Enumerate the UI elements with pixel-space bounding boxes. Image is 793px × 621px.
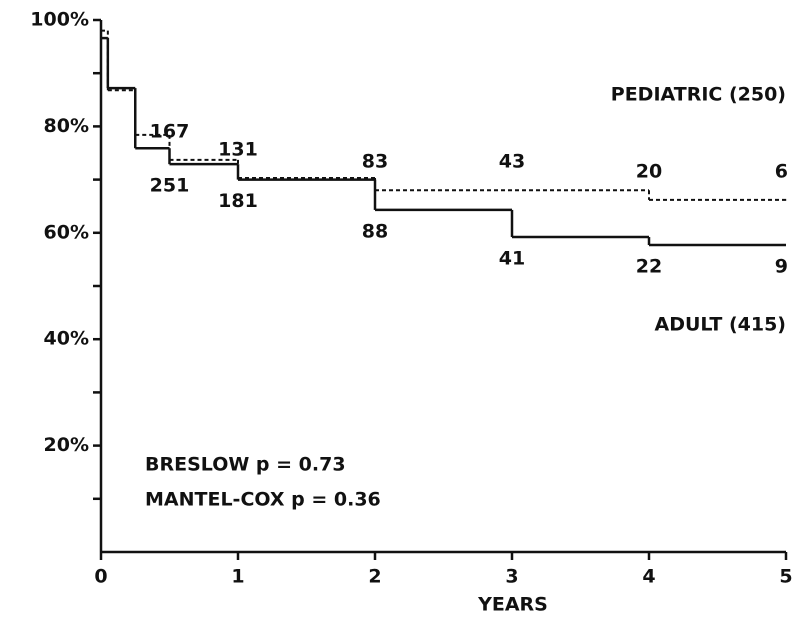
annotation: BRESLOW p = 0.73 xyxy=(145,454,346,476)
x-tick-label: 3 xyxy=(505,566,518,588)
at-risk-label: 9 xyxy=(775,256,788,278)
x-tick-label: 5 xyxy=(779,566,792,588)
y-tick-label: 80% xyxy=(44,115,89,137)
at-risk-label: 20 xyxy=(636,160,662,182)
at-risk-label: 43 xyxy=(499,151,525,173)
at-risk-label: 83 xyxy=(362,151,388,173)
x-tick-label: 2 xyxy=(368,566,381,588)
y-tick-label: 40% xyxy=(44,328,89,350)
at-risk-label: 22 xyxy=(636,256,662,278)
at-risk-label: 88 xyxy=(362,220,388,242)
series-label: ADULT (415) xyxy=(655,314,786,336)
at-risk-label: 167 xyxy=(150,120,190,142)
x-tick-label: 4 xyxy=(642,566,655,588)
at-risk-label: 131 xyxy=(218,139,258,161)
x-tick-label: 0 xyxy=(94,566,107,588)
x-axis-label: YEARS xyxy=(477,594,548,616)
at-risk-label: 181 xyxy=(218,190,258,212)
y-tick-label: 20% xyxy=(44,434,89,456)
at-risk-label: 41 xyxy=(499,248,525,270)
series-label: PEDIATRIC (250) xyxy=(611,83,786,105)
at-risk-label: 6 xyxy=(775,160,788,182)
at-risk-label: 251 xyxy=(150,175,190,197)
y-tick-label: 100% xyxy=(30,9,89,31)
x-tick-label: 1 xyxy=(231,566,244,588)
y-tick-label: 60% xyxy=(44,221,89,243)
annotation: MANTEL-COX p = 0.36 xyxy=(145,489,381,511)
